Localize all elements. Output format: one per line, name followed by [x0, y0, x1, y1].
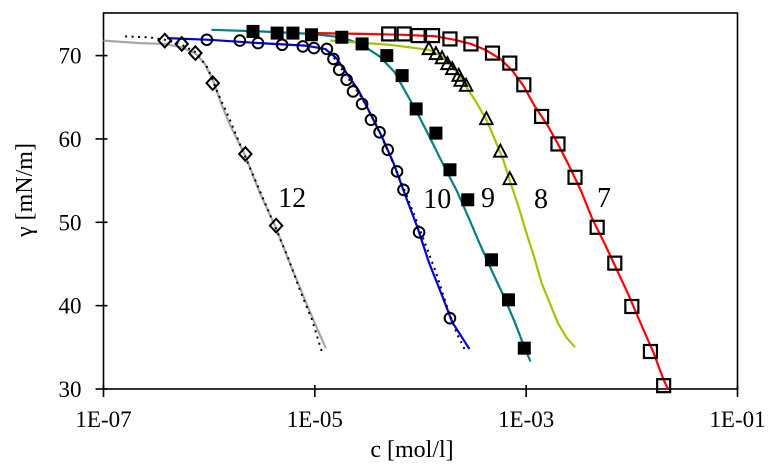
marker-square-open-7: [607, 255, 623, 271]
marker-diamond-open-12: [205, 74, 221, 92]
marker-circle-open-10: [397, 183, 410, 197]
marker-square-open-7: [642, 343, 659, 360]
marker-square-open-7: [589, 219, 605, 235]
marker-circle-open-10: [340, 73, 353, 87]
marker-square-filled-9: [429, 126, 443, 140]
series-layer: [103, 24, 672, 394]
series-label-12: 12: [278, 183, 306, 214]
marker-square-open-7: [516, 77, 532, 93]
marker-square-filled-9: [485, 253, 499, 267]
marker-square-filled-9: [335, 30, 349, 44]
labels-layer: 12 10 9 8 7: [278, 183, 611, 215]
series-fit-line-12: [125, 35, 323, 353]
marker-triangle-open-8: [478, 110, 495, 126]
marker-square-filled-9: [286, 26, 300, 40]
marker-square-filled-9: [246, 24, 260, 38]
marker-diamond-open-12: [187, 44, 203, 62]
marker-diamond-open-12: [174, 35, 190, 53]
marker-square-open-7: [534, 108, 550, 125]
marker-circle-open-10: [443, 311, 457, 325]
marker-circle-open-10: [320, 42, 334, 56]
marker-triangle-open-8: [444, 60, 461, 76]
marker-square-open-7: [381, 26, 397, 42]
marker-square-filled-9: [501, 293, 515, 307]
x-tick-label: 1E-05: [287, 407, 343, 432]
y-tick-label: 60: [59, 127, 82, 152]
marker-square-open-7: [502, 55, 518, 71]
marker-square-filled-9: [409, 102, 423, 116]
marker-triangle-open-8: [434, 49, 450, 65]
marker-square-open-7: [550, 136, 566, 152]
marker-circle-open-10: [346, 85, 360, 98]
series-label-7: 7: [597, 183, 611, 214]
marker-triangle-open-8: [501, 170, 518, 186]
x-tick-label: 1E-07: [75, 407, 131, 432]
marker-square-filled-9: [355, 37, 369, 51]
marker-square-open-7: [567, 169, 583, 185]
x-axis-title: c [mol/l]: [370, 437, 453, 463]
marker-square-filled-9: [305, 28, 319, 42]
series-label-9: 9: [481, 183, 495, 214]
marker-square-filled-9: [380, 49, 394, 63]
marker-diamond-open-12: [157, 32, 173, 49]
marker-square-filled-9: [395, 69, 409, 83]
marker-diamond-open-12: [268, 217, 284, 234]
marker-circle-open-10: [364, 113, 378, 127]
series-line-7: [317, 32, 669, 390]
marker-triangle-open-8: [428, 45, 444, 61]
series-label-10: 10: [423, 184, 451, 215]
marker-square-filled-9: [461, 193, 475, 207]
y-tick-label: 50: [59, 210, 82, 235]
marker-triangle-open-8: [458, 76, 474, 92]
marker-triangle-open-8: [452, 71, 469, 87]
marker-triangle-open-8: [420, 40, 437, 56]
y-axis-title: γ [mN/m]: [12, 143, 38, 238]
x-tick-label: 1E-03: [498, 407, 554, 432]
marker-triangle-open-8: [492, 142, 509, 158]
marker-circle-open-10: [355, 97, 369, 111]
plot-frame: [102, 12, 739, 390]
marker-triangle-open-8: [439, 55, 456, 71]
marker-square-filled-9: [270, 26, 284, 40]
marker-circle-open-10: [412, 226, 426, 239]
marker-circle-open-10: [307, 41, 321, 55]
axes-layer: 1E-07 1E-05 1E-03 1E-01 30 40 50 60 70: [59, 12, 766, 432]
marker-square-filled-9: [443, 163, 457, 177]
marker-diamond-open-12: [237, 145, 253, 163]
y-tick-label: 30: [59, 377, 82, 402]
x-tick-label: 1E-01: [709, 407, 765, 432]
marker-circle-open-10: [390, 165, 404, 178]
marker-square-open-7: [442, 31, 458, 47]
marker-circle-open-10: [233, 34, 247, 47]
marker-square-open-7: [656, 378, 672, 394]
marker-square-open-7: [410, 27, 426, 44]
marker-circle-open-10: [373, 125, 386, 139]
series-label-8: 8: [534, 184, 548, 215]
marker-circle-open-10: [332, 63, 346, 77]
marker-square-open-7: [624, 298, 640, 315]
marker-square-filled-9: [517, 341, 531, 355]
marker-circle-open-10: [381, 143, 395, 157]
series-line-8: [330, 39, 576, 349]
marker-square-open-7: [484, 45, 501, 61]
marker-circle-open-10: [200, 33, 214, 47]
y-tick-label: 40: [59, 294, 82, 319]
marker-square-open-7: [424, 27, 441, 44]
marker-square-open-7: [463, 36, 479, 52]
marker-circle-open-10: [327, 52, 340, 66]
y-tick-label: 70: [59, 44, 82, 69]
